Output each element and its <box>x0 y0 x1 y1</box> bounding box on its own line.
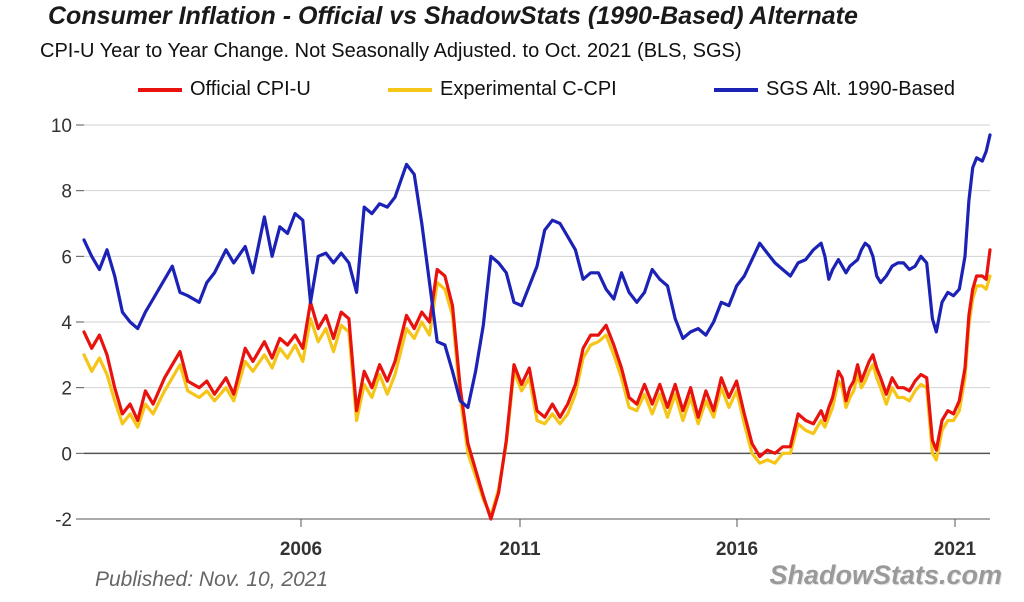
y-tick-label: 8 <box>61 182 72 203</box>
y-tick-label: 2 <box>61 379 72 400</box>
chart-title: Consumer Inflation - Official vs ShadowS… <box>48 2 858 30</box>
legend-item-experimental: Experimental C-CPI <box>388 78 617 101</box>
legend-swatch-experimental <box>388 87 432 92</box>
x-tick-label: 2021 <box>934 539 977 560</box>
x-tick-label: 2011 <box>499 539 541 560</box>
legend-label-sgs: SGS Alt. 1990-Based <box>766 78 956 100</box>
chart-subtitle: CPI-U Year to Year Change. Not Seasonall… <box>40 40 742 62</box>
x-tick-label: 2006 <box>280 539 322 560</box>
legend-swatch-sgs <box>714 87 758 92</box>
series-line-sgs-alt <box>82 133 992 409</box>
legend-label-experimental: Experimental C-CPI <box>440 78 617 100</box>
brand-watermark: ShadowStats.com <box>769 560 1002 590</box>
legend-label-official: Official CPI-U <box>190 78 311 100</box>
x-tick-label: 2016 <box>716 539 758 560</box>
y-tick-label: 0 <box>61 444 72 465</box>
y-tick-label: 10 <box>51 116 72 137</box>
y-tick-label: 4 <box>61 313 72 334</box>
legend-item-sgs: SGS Alt. 1990-Based <box>714 78 955 101</box>
legend-item-official: Official CPI-U <box>138 78 311 101</box>
series-line-experimental-c-cpi <box>82 274 992 518</box>
published-date: Published: Nov. 10, 2021 <box>95 568 329 591</box>
legend: Official CPI-U Experimental C-CPI SGS Al… <box>0 78 1024 108</box>
series-line-official-cpi-u <box>82 248 992 521</box>
legend-swatch-official <box>138 87 182 92</box>
y-tick-label: -2 <box>55 510 72 531</box>
y-tick-label: 6 <box>61 247 72 268</box>
